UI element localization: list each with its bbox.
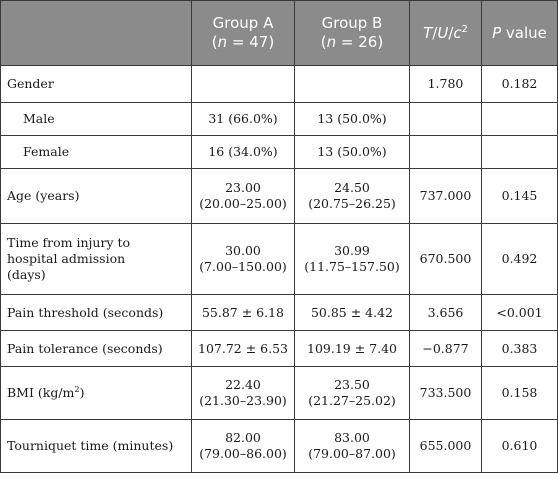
cell-group-b: 13 (50.0%): [294, 135, 410, 169]
cell-p-value: 0.145: [481, 168, 558, 224]
row-label: Male: [0, 102, 192, 136]
table-row: Male 31 (66.0%) 13 (50.0%): [0, 102, 558, 136]
label-line: hospital admission: [7, 251, 126, 266]
value-range: (79.00–87.00): [308, 446, 396, 461]
stat-exp: 2: [461, 23, 468, 35]
value-range: (21.30–23.90): [199, 393, 287, 408]
group-b-n-eq: = 26: [336, 33, 378, 51]
label-pre: BMI (kg/m: [7, 385, 75, 400]
cell-group-a: 82.00 (79.00–86.00): [191, 419, 295, 473]
cell-statistic: −0.877: [409, 330, 482, 367]
cell-group-b: 109.19 ± 7.40: [294, 330, 410, 367]
cell-group-b: 24.50 (20.75–26.25): [294, 168, 410, 224]
stat-u: U: [437, 23, 449, 42]
cell-group-a: 107.72 ± 6.53: [191, 330, 295, 367]
cell-group-a: 23.00 (20.00–25.00): [191, 168, 295, 224]
cell-group-a: [191, 65, 295, 103]
cell-statistic: 733.500: [409, 366, 482, 420]
group-a-n-eq: = 47: [227, 33, 269, 51]
value-range: (20.00–25.00): [199, 196, 287, 211]
cell-group-b: 50.85 ± 4.42: [294, 294, 410, 331]
value-median: 24.50: [334, 180, 370, 195]
results-table: Group A (n = 47) Group B (n = 26) T/U/c2…: [0, 0, 558, 473]
value-range: (79.00–86.00): [199, 446, 287, 461]
row-label: Pain threshold (seconds): [0, 294, 192, 331]
value-median: 23.50: [334, 377, 370, 392]
cell-p-value: 0.492: [481, 223, 558, 295]
p-letter: P: [492, 23, 502, 42]
value-range: (11.75–157.50): [304, 259, 400, 274]
label-post: ): [79, 385, 85, 400]
cell-group-b: [294, 65, 410, 103]
value-median: 30.99: [334, 243, 370, 258]
table-row: Gender 1.780 0.182: [0, 65, 558, 103]
row-label: Pain tolerance (seconds): [0, 330, 192, 367]
header-p-value: P value: [481, 0, 558, 66]
stat-sep-1: /: [432, 23, 438, 42]
value-range: (21.27–25.02): [308, 393, 396, 408]
p-rest: value: [501, 23, 547, 42]
cell-p-value: <0.001: [481, 294, 558, 331]
row-label: Gender: [0, 65, 192, 103]
row-label: Time from injury to hospital admission (da…: [0, 223, 192, 295]
cell-statistic: 655.000: [409, 419, 482, 473]
cell-group-b: 23.50 (21.27–25.02): [294, 366, 410, 420]
header-statistic: T/U/c2: [409, 0, 482, 66]
table-row: Age (years) 23.00 (20.00–25.00) 24.50 (20.…: [0, 168, 558, 224]
cell-group-a: 16 (34.0%): [191, 135, 295, 169]
cell-statistic: 1.780: [409, 65, 482, 103]
group-a-n-label: n: [217, 33, 228, 51]
cell-p-value: [481, 135, 558, 169]
table-row: Time from injury to hospital admission (da…: [0, 223, 558, 295]
table-row: Female 16 (34.0%) 13 (50.0%): [0, 135, 558, 169]
cell-statistic: [409, 135, 482, 169]
row-label: BMI (kg/m2): [0, 366, 192, 420]
row-label: Female: [0, 135, 192, 169]
label-line: Time from injury to: [7, 235, 131, 250]
header-row: Group A (n = 47) Group B (n = 26) T/U/c2…: [0, 0, 558, 66]
table-row: Pain tolerance (seconds) 107.72 ± 6.53 1…: [0, 330, 558, 367]
value-median: 22.40: [225, 377, 261, 392]
cell-p-value: 0.158: [481, 366, 558, 420]
group-b-n-label: n: [326, 33, 337, 51]
table-row: Tourniquet time (minutes) 82.00 (79.00–86…: [0, 419, 558, 473]
cell-statistic: 737.000: [409, 168, 482, 224]
cell-p-value: [481, 102, 558, 136]
stat-sep-2: /: [448, 23, 454, 42]
value-median: 30.00: [225, 243, 261, 258]
cell-p-value: 0.182: [481, 65, 558, 103]
label-line: (days): [7, 267, 46, 282]
row-label: Age (years): [0, 168, 192, 224]
value-range: (7.00–150.00): [199, 259, 287, 274]
stat-c: c: [453, 23, 462, 42]
group-b-name: Group B: [321, 14, 383, 32]
table-row: BMI (kg/m2) 22.40 (21.30–23.90) 23.50 (21.…: [0, 366, 558, 420]
value-median: 83.00: [334, 430, 370, 445]
table-row: Pain threshold (seconds) 55.87 ± 6.18 50…: [0, 294, 558, 331]
stat-t: T: [423, 23, 433, 42]
cell-group-b: 30.99 (11.75–157.50): [294, 223, 410, 295]
value-range: (20.75–26.25): [308, 196, 396, 211]
cell-statistic: [409, 102, 482, 136]
header-group-a: Group A (n = 47): [191, 0, 295, 66]
value-median: 82.00: [225, 430, 261, 445]
cell-statistic: 3.656: [409, 294, 482, 331]
label-sup: 2: [74, 383, 80, 394]
row-label: Tourniquet time (minutes): [0, 419, 192, 473]
header-variable: [0, 0, 192, 66]
cell-group-b: 13 (50.0%): [294, 102, 410, 136]
cell-p-value: 0.610: [481, 419, 558, 473]
value-median: 23.00: [225, 180, 261, 195]
cell-group-b: 83.00 (79.00–87.00): [294, 419, 410, 473]
cell-statistic: 670.500: [409, 223, 482, 295]
cell-group-a: 22.40 (21.30–23.90): [191, 366, 295, 420]
group-a-name: Group A: [212, 14, 274, 32]
cell-group-a: 55.87 ± 6.18: [191, 294, 295, 331]
header-group-b: Group B (n = 26): [294, 0, 410, 66]
cell-group-a: 30.00 (7.00–150.00): [191, 223, 295, 295]
cell-group-a: 31 (66.0%): [191, 102, 295, 136]
cell-p-value: 0.383: [481, 330, 558, 367]
